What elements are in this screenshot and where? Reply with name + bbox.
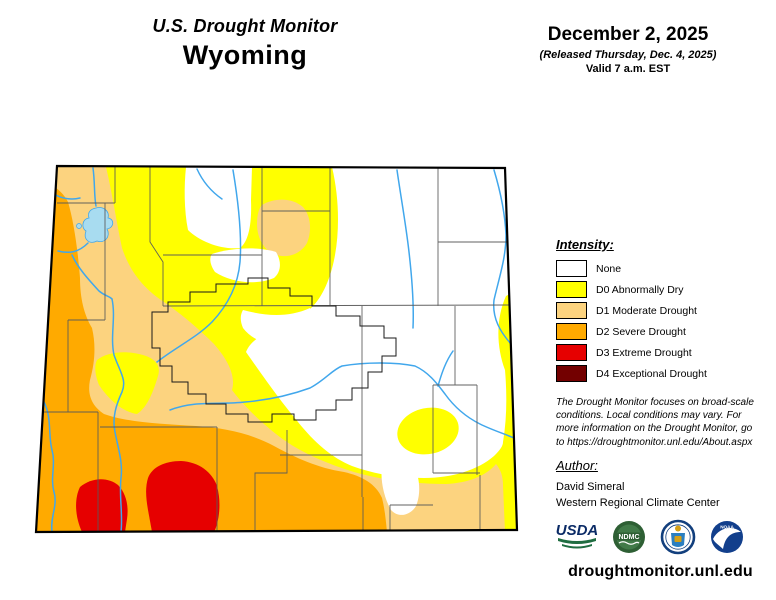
region-none-pocket-3 — [240, 308, 313, 345]
region-d3-west-blob — [76, 479, 128, 532]
legend-label: None — [596, 262, 622, 275]
green-river — [111, 298, 125, 532]
noaa-text: NOAA — [720, 525, 734, 530]
state-title: Wyoming — [182, 40, 308, 70]
county-boundaries — [43, 167, 514, 532]
author-block: Author: David Simeral Western Regional C… — [556, 458, 766, 511]
usda-text: USDA — [556, 522, 598, 539]
legend-item-d1: D1 Moderate Drought — [556, 302, 771, 319]
region-d1-northeast-patch — [257, 199, 311, 257]
valid-time: Valid 7 a.m. EST — [585, 63, 671, 75]
ndmc-logo: NDMC — [613, 521, 645, 553]
none-swatch — [556, 260, 587, 277]
agency-logos: USDA NDMC NOAA — [556, 519, 771, 555]
belle-fourche-river — [492, 169, 513, 346]
north-platte-river — [169, 362, 515, 439]
d4-swatch — [556, 365, 587, 382]
region-none-south-finger — [381, 460, 420, 515]
region-d0-west-patch — [95, 352, 159, 414]
author-heading: Author: — [556, 458, 598, 473]
map-date: December 2, 2025 — [547, 24, 709, 45]
legend-item-d4: D4 Exceptional Drought — [556, 365, 771, 382]
region-d2 — [36, 180, 387, 532]
noaa-logo: NOAA — [711, 521, 743, 553]
snake-river-west — [57, 242, 89, 254]
disclaimer-text: The Drought Monitor focuses on broad-sca… — [556, 397, 754, 448]
drought-monitor-url: droughtmonitor.unl.edu — [568, 563, 753, 580]
legend-label: D4 Exceptional Drought — [596, 367, 707, 380]
legend-label: D3 Extreme Drought — [596, 346, 692, 359]
author-organization: Western Regional Climate Center — [556, 496, 720, 509]
snake-river-south — [71, 254, 113, 300]
legend-item-d3: D3 Extreme Drought — [556, 344, 771, 361]
bear-river — [43, 401, 56, 532]
drought-regions — [36, 166, 517, 532]
legend-label: D2 Severe Drought — [596, 325, 686, 338]
usda-logo: USDA — [556, 522, 598, 549]
d1-swatch — [556, 302, 587, 319]
river-stub-north — [196, 168, 223, 200]
legend-item-none: None — [556, 260, 771, 277]
legend-heading: Intensity: — [556, 237, 614, 252]
region-d0-center-blob — [397, 407, 459, 455]
title-block: U.S. Drought Monitor Wyoming — [90, 16, 400, 71]
legend-item-d0: D0 Abnormally Dry — [556, 281, 771, 298]
bighorn-river — [156, 169, 242, 363]
commerce-logo — [660, 519, 696, 555]
ndmc-text: NDMC — [619, 534, 640, 541]
legend-item-d2: D2 Severe Drought — [556, 323, 771, 340]
reservation-boundary — [151, 277, 397, 423]
legend-label: D1 Moderate Drought — [596, 304, 697, 317]
state-outline — [34, 164, 519, 534]
released-date: (Released Thursday, Dec. 4, 2025) — [539, 49, 717, 61]
region-none-pocket-2 — [210, 248, 280, 283]
d0-swatch — [556, 281, 587, 298]
date-block: December 2, 2025 (Released Thursday, Dec… — [508, 24, 748, 75]
d3-swatch — [556, 344, 587, 361]
legend-label: D0 Abnormally Dry — [596, 283, 684, 296]
author-name: David Simeral — [556, 481, 625, 493]
report-title: U.S. Drought Monitor — [152, 16, 338, 36]
legend: Intensity: None D0 Abnormally Dry D1 Mod… — [556, 237, 771, 386]
region-d3-east-blob — [146, 461, 220, 532]
platte-tributary — [437, 350, 454, 387]
rivers — [43, 167, 515, 532]
d2-swatch — [556, 323, 587, 340]
